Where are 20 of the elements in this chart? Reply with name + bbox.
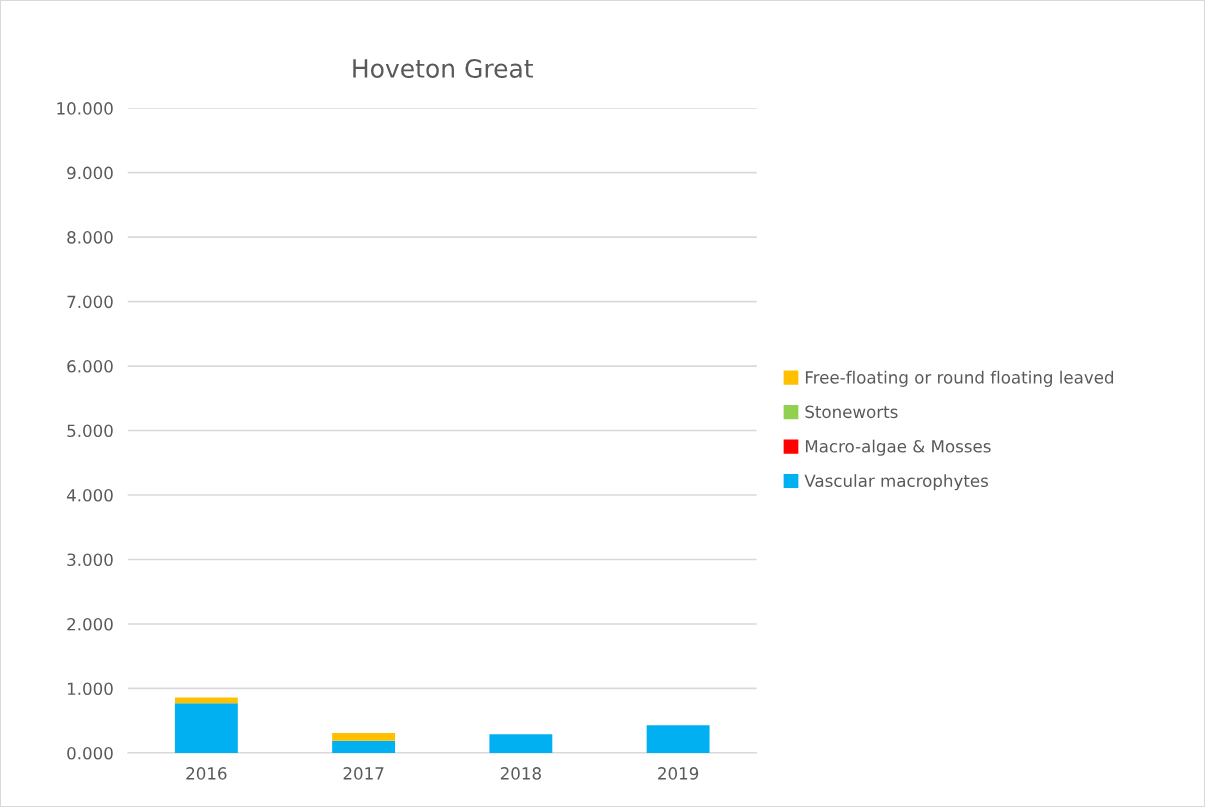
legend-label: Free-floating or round floating leaved [805,370,1114,387]
x-tick-label: 2016 [186,767,227,780]
y-tick-label: 9.000 [67,166,113,180]
y-tick-label: 0.000 [67,746,113,760]
y-tick-label: 5.000 [67,424,113,438]
legend-label: Vascular macrophytes [804,474,988,491]
y-tick-label: 3.000 [67,553,113,567]
y-tick-label: 4.000 [66,488,113,502]
legend-label: Macro-algae & Mosses [805,439,991,456]
y-tick-label: 8.000 [67,231,113,244]
y-tick-label: 6.000 [67,360,113,373]
y-tick-label: 1.000 [67,682,113,696]
legend-label: Stoneworts [805,405,898,419]
x-tick-label: 2017 [343,767,384,780]
y-tick-label: 10.000 [57,102,113,115]
y-tick-label: 7.000 [67,295,113,309]
chart-title: Hoveton Great [353,59,534,78]
y-tick-label: 2.000 [67,617,113,631]
x-tick-label: 2018 [500,767,541,780]
x-tick-label: 2019 [658,767,699,780]
